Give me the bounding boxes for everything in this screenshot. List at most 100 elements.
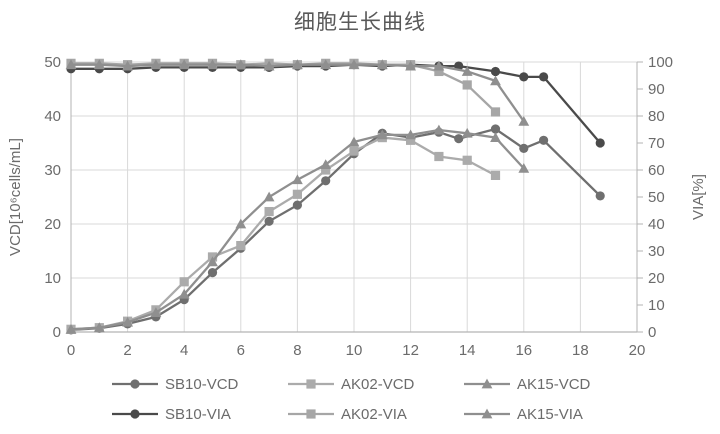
svg-text:40: 40 (648, 216, 665, 233)
triangle-marker (481, 408, 493, 419)
circle-marker (490, 124, 501, 134)
circle-marker (454, 134, 464, 144)
triangle-marker (263, 191, 275, 202)
svg-text:0: 0 (53, 324, 61, 341)
svg-text:40: 40 (44, 108, 61, 125)
triangle-marker (235, 59, 247, 70)
legend-item-ak15-vcd: AK15-VCD (464, 376, 640, 393)
triangle-marker (490, 75, 501, 86)
triangle-marker (93, 59, 105, 70)
svg-text:50: 50 (648, 189, 665, 206)
triangle-marker (433, 60, 445, 71)
gridlines (71, 61, 637, 332)
circle-marker (292, 200, 302, 210)
svg-text:30: 30 (44, 162, 61, 179)
triangle-marker (320, 59, 332, 70)
series-ak15-via (65, 59, 530, 126)
right-axis-title: VIA[%] (690, 174, 707, 220)
legend-label: AK15-VCD (517, 375, 591, 393)
svg-text:100: 100 (648, 54, 673, 71)
triangle-marker (150, 307, 162, 317)
triangle-marker (178, 288, 190, 299)
triangle-marker (461, 127, 473, 138)
series-line (70, 127, 602, 331)
circle-marker (130, 409, 140, 419)
triangle-marker (490, 132, 501, 142)
square-marker (179, 277, 189, 287)
svg-text:0: 0 (648, 324, 656, 341)
svg-text:6: 6 (237, 342, 245, 359)
triangle-marker (405, 60, 416, 71)
square-marker (349, 146, 359, 156)
series-ak02-vcd (66, 133, 501, 334)
square-marker (490, 170, 501, 180)
svg-text:10: 10 (44, 270, 61, 287)
series-line (70, 136, 497, 331)
circle-marker (595, 138, 605, 148)
square-marker (264, 206, 274, 217)
left-axis-title: VCD[10⁶cells/mL] (7, 138, 24, 256)
legend-swatch-circle (112, 379, 158, 389)
triangle-marker (207, 59, 218, 70)
series-ak15-vcd (65, 124, 530, 334)
triangle-marker (122, 60, 133, 71)
legend-item-sb10-vcd: SB10-VCD (112, 376, 288, 393)
svg-text:16: 16 (515, 342, 532, 359)
triangle-marker (178, 59, 190, 70)
square-marker (490, 107, 501, 117)
triangle-marker (348, 59, 360, 70)
growth-chart-plot: 0 2 4 6 8 10 12 14 16 18 2001020304050010203040506… (7, 54, 707, 359)
legend-label: SB10-VIA (165, 405, 231, 423)
legend-item-ak15-via: AK15-VIA (464, 406, 640, 423)
triangle-marker (292, 59, 303, 70)
square-marker (306, 409, 316, 419)
svg-text:20: 20 (44, 216, 61, 233)
svg-text:10: 10 (648, 297, 665, 314)
legend-swatch-triangle (464, 378, 510, 389)
square-marker (462, 80, 472, 90)
circle-marker (539, 72, 549, 82)
svg-text:12: 12 (402, 342, 419, 359)
svg-text:80: 80 (648, 108, 665, 125)
circle-marker (490, 66, 501, 77)
square-marker (406, 135, 416, 145)
legend-label: AK02-VIA (341, 405, 407, 423)
square-marker (236, 241, 246, 251)
legend-label: AK15-VIA (517, 405, 583, 423)
triangle-marker (320, 159, 332, 169)
svg-text:20: 20 (648, 270, 665, 287)
svg-text:10: 10 (346, 342, 363, 359)
svg-text:20: 20 (629, 342, 646, 359)
circle-marker (519, 72, 529, 82)
circle-marker (539, 135, 549, 145)
circle-marker (264, 216, 274, 226)
svg-text:14: 14 (459, 342, 476, 359)
legend-swatch-triangle (464, 408, 510, 419)
square-marker (321, 165, 331, 175)
triangle-marker (461, 66, 473, 76)
svg-text:4: 4 (180, 342, 188, 359)
svg-text:0: 0 (67, 342, 75, 359)
legend-swatch-circle (112, 409, 158, 419)
triangle-marker (433, 124, 445, 135)
triangle-marker (93, 322, 105, 333)
svg-text:30: 30 (648, 243, 665, 260)
triangle-marker (518, 116, 530, 126)
triangle-marker (376, 129, 388, 140)
svg-text:2: 2 (123, 342, 131, 359)
square-marker (462, 155, 472, 165)
triangle-marker (292, 174, 303, 185)
svg-text:18: 18 (572, 342, 589, 359)
triangle-marker (150, 59, 162, 70)
axis-tick-labels: 0 2 4 6 8 10 12 14 16 18 2001020304050010203040506… (7, 54, 707, 359)
triangle-marker (65, 323, 77, 334)
square-marker (434, 151, 444, 162)
circle-marker (130, 379, 140, 389)
legend-item-ak02-via: AK02-VIA (288, 406, 464, 423)
svg-text:50: 50 (44, 54, 61, 71)
triangle-marker (207, 256, 218, 267)
triangle-marker (235, 218, 247, 229)
square-marker (434, 66, 444, 77)
circle-marker (595, 191, 605, 201)
triangle-marker (348, 136, 360, 147)
